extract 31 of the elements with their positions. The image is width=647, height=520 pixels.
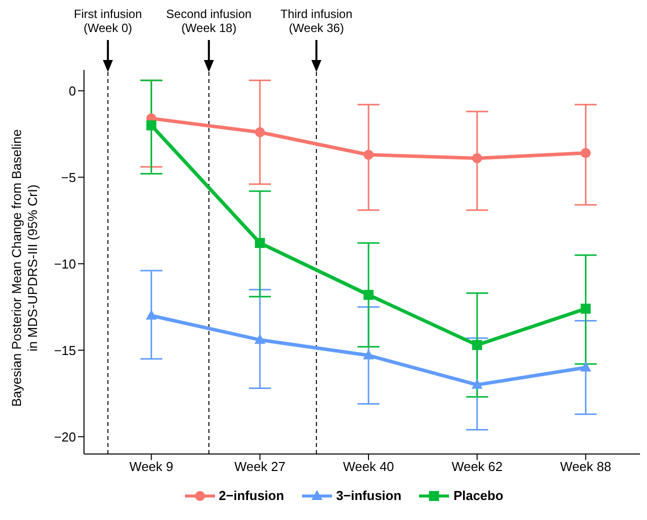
y-tick-label: −15 <box>54 342 76 358</box>
y-tick-label: −5 <box>61 170 76 185</box>
point <box>472 340 482 350</box>
y-tick-label: −10 <box>54 256 76 272</box>
x-tick-label: Week 62 <box>452 459 503 474</box>
point <box>580 362 592 372</box>
x-tick-label: Week 40 <box>342 459 394 474</box>
legend-label: Placebo <box>452 488 504 503</box>
legend-label: 3−infusion <box>335 488 402 503</box>
y-axis-title: Bayesian Posterior Mean Change from Baseline in MDS-UPDRS-III (95% CrI) <box>9 129 40 407</box>
point <box>472 378 483 389</box>
point <box>472 153 482 164</box>
point <box>364 290 374 300</box>
point <box>580 304 591 314</box>
point <box>254 238 265 248</box>
text: First infusion (Week 0) <box>74 7 142 35</box>
point <box>363 349 374 360</box>
text: Third infusion (Week 36) <box>280 7 352 35</box>
x-tick-label: Week 9 <box>129 459 174 474</box>
x-tick-label: Week 27 <box>234 459 286 474</box>
y-tick-label: 0 <box>68 83 76 98</box>
point <box>146 310 157 320</box>
point <box>254 127 265 138</box>
point <box>364 150 374 160</box>
y-tick-label: −20 <box>54 429 76 444</box>
text: Second infusion (Week 18) <box>166 7 252 35</box>
legend-label: 2−infusion <box>218 488 284 503</box>
x-tick-label: Week 88 <box>560 459 612 474</box>
point <box>580 148 591 158</box>
point <box>254 334 266 344</box>
point <box>146 120 156 130</box>
